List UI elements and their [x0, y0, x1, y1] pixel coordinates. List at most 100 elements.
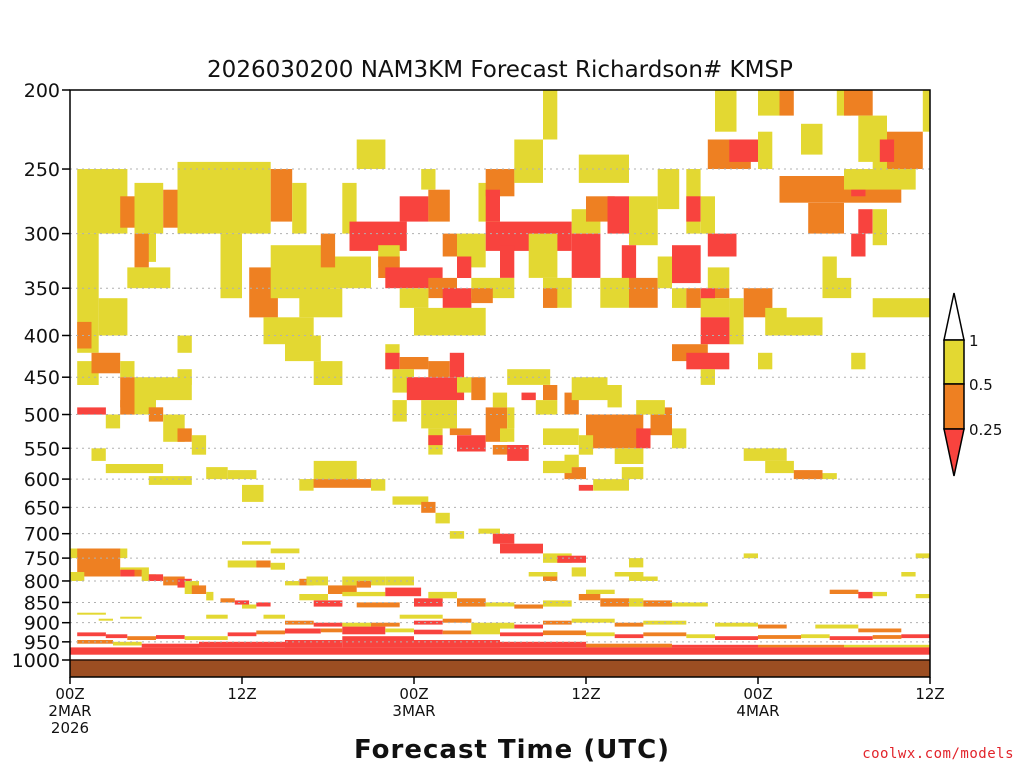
- x-tick-label: 00Z: [743, 685, 772, 703]
- ri-cell: [177, 335, 192, 353]
- ri-cell: [313, 622, 343, 627]
- y-tick-label: 500: [24, 405, 60, 427]
- ri-cell: [206, 614, 228, 619]
- ri-cell: [227, 470, 257, 480]
- ground-surface: [70, 660, 930, 677]
- heatmap-cells: [70, 90, 930, 677]
- ri-cell: [557, 555, 586, 563]
- ri-cell: [442, 288, 472, 308]
- ri-cell: [120, 400, 135, 415]
- ri-cell: [428, 591, 457, 599]
- ri-cell: [285, 640, 343, 648]
- ri-cell: [700, 196, 715, 234]
- ri-cell: [306, 479, 371, 488]
- x-tick-label: 12Z: [571, 685, 600, 703]
- ri-cell: [414, 598, 443, 607]
- ri-cell: [399, 196, 429, 222]
- ri-cell: [586, 632, 615, 637]
- ri-cell: [729, 139, 758, 162]
- ri-cell: [457, 598, 486, 607]
- ri-cell: [399, 614, 443, 619]
- ri-cell: [414, 629, 443, 635]
- ri-cell: [500, 245, 515, 278]
- ri-cell: [134, 233, 149, 268]
- x-tick-label: 2026: [51, 719, 89, 737]
- ri-cell: [206, 467, 228, 480]
- ri-cell: [134, 377, 156, 415]
- ri-cell: [98, 298, 128, 336]
- ri-cell: [758, 624, 787, 629]
- ri-cell: [356, 602, 400, 608]
- x-tick-label: 2MAR: [48, 702, 91, 720]
- ri-cell: [492, 392, 508, 408]
- ri-cell: [758, 352, 773, 370]
- ri-cell: [514, 139, 543, 183]
- ri-cell: [428, 361, 450, 378]
- ri-cell: [521, 392, 536, 401]
- ri-cell: [270, 562, 285, 570]
- ri-cell: [177, 161, 271, 234]
- plot-border: [69, 89, 931, 678]
- ri-cell: [113, 641, 142, 646]
- ri-cell: [492, 533, 515, 544]
- ri-cell: [772, 317, 823, 336]
- ri-cell: [177, 428, 192, 442]
- ri-cell: [514, 624, 543, 629]
- ri-cell: [141, 643, 199, 648]
- legend-label: 0.25: [969, 421, 1002, 439]
- ri-cell: [851, 233, 866, 257]
- y-tick-label: 750: [24, 548, 60, 570]
- ri-cell: [342, 636, 414, 648]
- ri-cell: [528, 233, 558, 278]
- colorbar-legend: 1 0.5 0.25: [943, 292, 1002, 477]
- ri-cell: [571, 618, 615, 623]
- ri-cell: [657, 169, 680, 210]
- ri-cell: [385, 576, 414, 586]
- ri-cell: [672, 602, 708, 607]
- ri-cell: [342, 182, 357, 234]
- ri-cell: [614, 622, 644, 627]
- ri-cell: [313, 600, 343, 607]
- ri-cell: [342, 622, 371, 627]
- ri-cell: [872, 635, 902, 639]
- ri-cell: [586, 414, 644, 449]
- ri-cell: [514, 604, 543, 609]
- ri-cell: [385, 267, 443, 289]
- ri-cell: [901, 572, 916, 577]
- ri-cell: [815, 624, 859, 629]
- ri-cell: [621, 467, 644, 480]
- ri-cell: [485, 189, 500, 222]
- ri-cell: [227, 560, 257, 568]
- ri-cell: [743, 553, 758, 559]
- legend-swatch-yellow: [943, 339, 965, 385]
- credit-link[interactable]: coolwx.com/models: [862, 746, 1014, 762]
- ri-cell: [70, 647, 930, 655]
- x-tick-label: 00Z: [55, 685, 84, 703]
- ri-cell: [872, 298, 930, 318]
- ri-cell: [256, 630, 285, 635]
- ri-cell: [471, 628, 500, 635]
- ri-cell: [449, 428, 472, 436]
- ri-cell: [758, 90, 780, 116]
- ri-cell: [507, 369, 551, 385]
- ri-cell: [844, 90, 873, 116]
- ri-cell: [543, 288, 558, 308]
- ri-cell: [643, 600, 672, 607]
- ri-cell: [342, 576, 386, 586]
- ri-cell: [428, 435, 443, 446]
- ri-cell: [163, 189, 178, 228]
- ri-cell: [421, 169, 436, 190]
- ri-cell: [500, 428, 515, 442]
- ri-cell: [686, 634, 715, 639]
- ri-cell: [98, 618, 113, 621]
- ri-cell: [707, 233, 737, 257]
- ri-cell: [629, 576, 658, 581]
- ri-cell: [578, 484, 594, 491]
- legend-label: 1: [969, 332, 979, 350]
- ri-cell: [320, 233, 336, 268]
- ri-cell: [270, 548, 300, 554]
- ri-cell: [292, 182, 307, 234]
- ri-cell: [285, 581, 300, 586]
- ri-cell: [844, 644, 930, 648]
- ri-cell: [270, 169, 293, 222]
